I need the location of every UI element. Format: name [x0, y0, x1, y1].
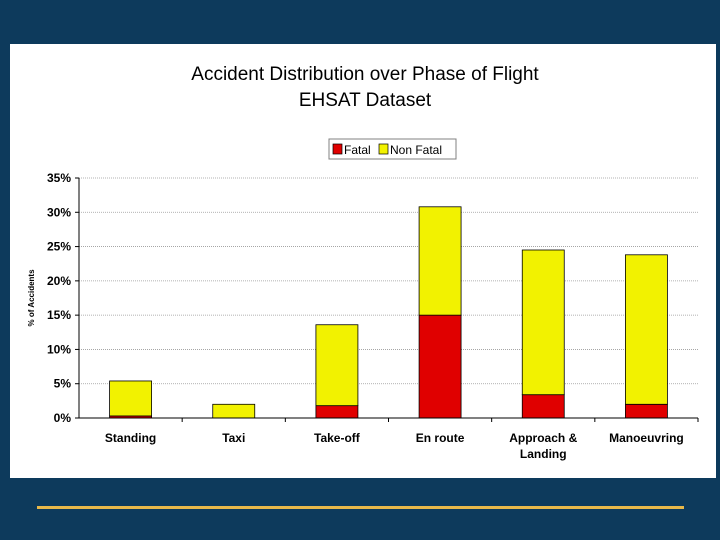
y-tick-label: 20% [47, 274, 71, 288]
y-tick-label: 15% [47, 308, 71, 322]
bar-fatal [315, 405, 359, 419]
x-tick-label: Manoeuvring [609, 431, 684, 445]
legend-box [328, 138, 457, 160]
y-tick-label: 5% [54, 377, 72, 391]
bar-fatal [418, 314, 462, 419]
legend-swatch-fatal [332, 143, 343, 155]
x-axis-ticks: Standing Taxi Take-off En route Approach & La… [105, 431, 684, 461]
y-axis-ticks: 0% 5% 10% 15% 20% 25% 30% 35% [47, 171, 79, 425]
y-tick-label: 10% [47, 342, 71, 356]
y-tick-label: 0% [54, 411, 72, 425]
legend-label-non-fatal: Non Fatal [390, 143, 442, 157]
chart-title: Accident Distribution over Phase of Flig… [191, 64, 539, 85]
bar-fatal [521, 394, 565, 419]
chart-subtitle: EHSAT Dataset [299, 90, 432, 111]
bar-non-fatal [521, 249, 565, 396]
y-tick-label: 35% [47, 171, 71, 185]
gridlines [79, 177, 698, 385]
divider-line [37, 506, 684, 509]
y-tick-label: 30% [47, 205, 71, 219]
bar-non-fatal [625, 254, 668, 405]
x-tick-label: Taxi [222, 431, 245, 445]
y-axis-label: % of Accidents [27, 269, 36, 327]
legend-label-fatal: Fatal [344, 143, 371, 157]
legend: Fatal Non Fatal [328, 138, 457, 160]
x-tick-label: Take-off [314, 431, 361, 445]
bar-non-fatal [109, 380, 152, 417]
bar-non-fatal [315, 324, 359, 407]
x-tick-label: En route [416, 431, 465, 445]
y-tick-label: 25% [47, 240, 71, 254]
x-tick-label: Standing [105, 431, 156, 445]
x-tick-label: Approach & [509, 431, 577, 445]
legend-swatch-non-fatal [378, 143, 389, 155]
bar-non-fatal [418, 206, 462, 316]
axes [78, 178, 699, 422]
bar-non-fatal [212, 403, 256, 419]
x-tick-label: Landing [520, 447, 567, 461]
bars [109, 206, 668, 419]
bar-fatal [625, 403, 668, 419]
